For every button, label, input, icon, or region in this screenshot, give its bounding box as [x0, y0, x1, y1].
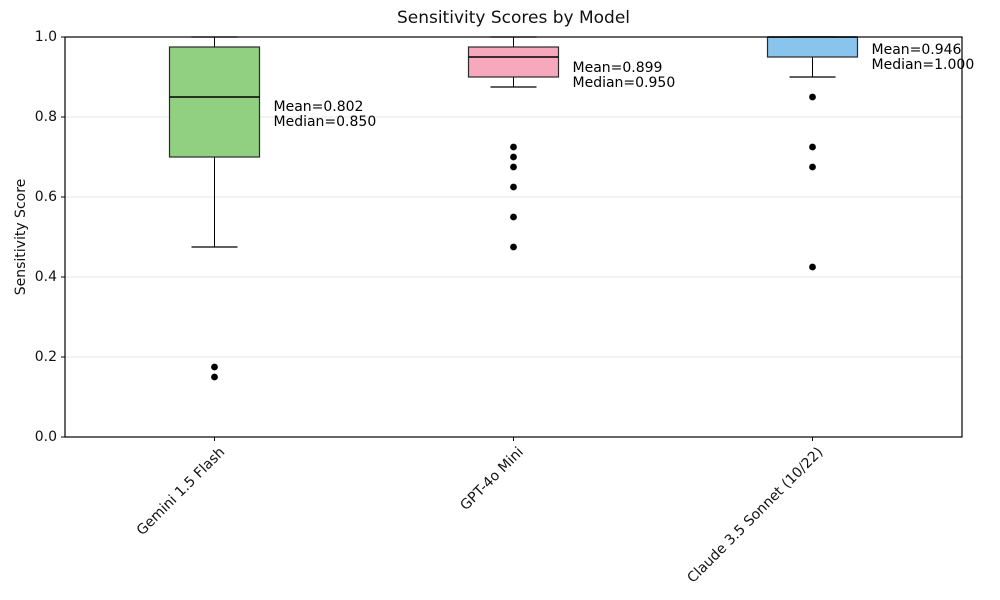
- annotation-median: Median=0.950: [572, 75, 676, 92]
- annotation-median: Median=1.000: [871, 56, 975, 73]
- chart-title: Sensitivity Scores by Model: [396, 8, 631, 28]
- y-tick-label: 0.2: [34, 349, 57, 365]
- y-tick-label: 0.8: [34, 109, 57, 125]
- outlier-point: [809, 93, 816, 101]
- annotation-mean: Mean=0.946: [871, 41, 962, 58]
- y-tick-label: 1.0: [34, 29, 57, 45]
- annotation-gpt-4o-mini: Mean=0.899 Median=0.950: [573, 61, 676, 91]
- annotation-mean: Mean=0.899: [572, 60, 663, 77]
- outlier-point: [809, 163, 816, 171]
- outlier-point: [809, 143, 816, 151]
- outlier-point: [510, 153, 517, 161]
- outlier-point: [510, 143, 517, 151]
- annotation-gemini-1-5-flash: Mean=0.802 Median=0.850: [274, 100, 377, 130]
- annotation-mean: Mean=0.802: [273, 99, 364, 116]
- outlier-point: [211, 373, 218, 381]
- y-tick-label: 0.6: [34, 189, 57, 205]
- outlier-point: [211, 363, 218, 371]
- outlier-point: [510, 243, 517, 251]
- y-axis-label: Sensitivity Score: [13, 178, 29, 296]
- y-tick-label: 0.0: [34, 429, 57, 445]
- outlier-point: [510, 183, 517, 191]
- outlier-point: [510, 163, 517, 171]
- outlier-point: [510, 213, 517, 221]
- y-tick-label: 0.4: [34, 269, 57, 285]
- box-gemini-1-5-flash: [168, 46, 261, 158]
- outlier-point: [809, 263, 816, 271]
- annotation-claude-3-5-sonnet: Mean=0.946 Median=1.000: [871, 41, 975, 73]
- box-gpt-4o-mini: [467, 46, 560, 78]
- annotation-median: Median=0.850: [273, 114, 377, 131]
- box-claude-3-5-sonnet-10-22-: [766, 36, 859, 58]
